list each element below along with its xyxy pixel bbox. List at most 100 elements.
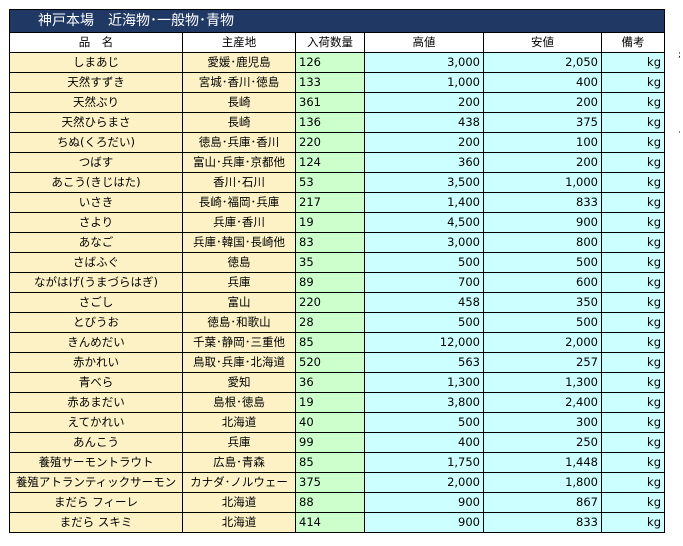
cell-origin: カナダ･ノルウェー (182, 472, 296, 493)
cell-name: あなご (9, 232, 183, 253)
cell-name: 赤かれい (9, 352, 183, 373)
cell-high: 3,500 (364, 172, 484, 193)
cell-high: 563 (364, 352, 484, 373)
table-row: まだら スキミ 北海道 414 900 833 kg (9, 512, 665, 533)
cell-low: 833 (483, 512, 602, 533)
cell-origin: 兵庫･韓国･長崎他 (182, 232, 296, 253)
cell-high: 3,800 (364, 392, 484, 413)
cell-name: ながはげ(うまづらはぎ) (9, 272, 183, 293)
cell-origin: 北海道 (182, 512, 296, 533)
cell-qty: 89 (295, 272, 365, 293)
cell-name: あこう(きじはた) (9, 172, 183, 193)
cell-origin: 徳島 (182, 252, 296, 273)
cell-low: 833 (483, 192, 602, 213)
table-row: ながはげ(うまづらはぎ) 兵庫 89 700 600 kg (9, 272, 665, 293)
cell-unit: kg (601, 492, 665, 513)
cell-high: 400 (364, 432, 484, 453)
cell-high: 500 (364, 252, 484, 273)
cell-low: 2,050 (483, 52, 602, 73)
cell-low: 900 (483, 212, 602, 233)
cell-name: つばす (9, 152, 183, 173)
cell-origin: 徳島･兵庫･香川 (182, 132, 296, 153)
cell-name: 養殖アトランティックサーモン (9, 472, 183, 493)
table-row: あんこう 兵庫 99 400 250 kg (9, 432, 665, 453)
cell-high: 500 (364, 312, 484, 333)
cell-unit: kg (601, 152, 665, 173)
cell-unit: kg (601, 232, 665, 253)
table-row: あなご 兵庫･韓国･長崎他 83 3,000 800 kg (9, 232, 665, 253)
edge-mark-top: ; (678, 50, 682, 60)
cell-low: 200 (483, 92, 602, 113)
cell-high: 438 (364, 112, 484, 133)
cell-low: 375 (483, 112, 602, 133)
table-row: ちぬ(くろだい) 徳島･兵庫･香川 220 200 100 kg (9, 132, 665, 153)
table-row: 赤かれい 鳥取･兵庫･北海道 520 563 257 kg (9, 352, 665, 373)
cell-qty: 136 (295, 112, 365, 133)
cell-origin: 北海道 (182, 412, 296, 433)
table-row: あこう(きじはた) 香川･石川 53 3,500 1,000 kg (9, 172, 665, 193)
cell-low: 1,300 (483, 372, 602, 393)
cell-origin: 広島･青森 (182, 452, 296, 473)
cell-high: 360 (364, 152, 484, 173)
cell-unit: kg (601, 372, 665, 393)
cell-unit: kg (601, 392, 665, 413)
table-row: とびうお 徳島･和歌山 28 500 500 kg (9, 312, 665, 333)
price-table: 神戸本場 近海物･一般物･青物 品 名 主産地 入荷数量 高値 安値 備考 しま… (9, 9, 665, 533)
header-qty: 入荷数量 (295, 32, 365, 53)
cell-qty: 88 (295, 492, 365, 513)
cell-low: 1,000 (483, 172, 602, 193)
cell-low: 250 (483, 432, 602, 453)
cell-origin: 長崎 (182, 112, 296, 133)
cell-origin: 兵庫 (182, 432, 296, 453)
cell-qty: 85 (295, 452, 365, 473)
cell-low: 2,400 (483, 392, 602, 413)
table-row: まだら フィーレ 北海道 88 900 867 kg (9, 492, 665, 513)
cell-origin: 富山･兵庫･京都他 (182, 152, 296, 173)
cell-qty: 375 (295, 472, 365, 493)
cell-high: 3,000 (364, 232, 484, 253)
cell-qty: 220 (295, 292, 365, 313)
cell-origin: 北海道 (182, 492, 296, 513)
cell-name: まだら スキミ (9, 512, 183, 533)
cell-unit: kg (601, 132, 665, 153)
cell-unit: kg (601, 472, 665, 493)
cell-qty: 85 (295, 332, 365, 353)
cell-high: 1,400 (364, 192, 484, 213)
cell-origin: 愛媛･鹿児島 (182, 52, 296, 73)
cell-low: 350 (483, 292, 602, 313)
cell-name: 青べら (9, 372, 183, 393)
header-origin: 主産地 (182, 32, 296, 53)
cell-low: 867 (483, 492, 602, 513)
cell-origin: 鳥取･兵庫･北海道 (182, 352, 296, 373)
cell-name: しまあじ (9, 52, 183, 73)
cell-qty: 217 (295, 192, 365, 213)
cell-name: さより (9, 212, 183, 233)
cell-high: 3,000 (364, 52, 484, 73)
cell-name: 天然すずき (9, 72, 183, 93)
cell-qty: 28 (295, 312, 365, 333)
cell-high: 458 (364, 292, 484, 313)
cell-name: えてかれい (9, 412, 183, 433)
cell-low: 500 (483, 312, 602, 333)
cell-unit: kg (601, 92, 665, 113)
table-row: 天然ひらまさ 長崎 136 438 375 kg (9, 112, 665, 133)
cell-low: 500 (483, 252, 602, 273)
cell-qty: 220 (295, 132, 365, 153)
cell-low: 300 (483, 412, 602, 433)
cell-origin: 香川･石川 (182, 172, 296, 193)
cell-qty: 126 (295, 52, 365, 73)
cell-unit: kg (601, 352, 665, 373)
cell-high: 1,750 (364, 452, 484, 473)
table-row: えてかれい 北海道 40 500 300 kg (9, 412, 665, 433)
cell-unit: kg (601, 292, 665, 313)
cell-low: 800 (483, 232, 602, 253)
table-row: 赤あまだい 島根･徳島 19 3,800 2,400 kg (9, 392, 665, 413)
cell-qty: 35 (295, 252, 365, 273)
table-row: さごし 富山 220 458 350 kg (9, 292, 665, 313)
cell-qty: 133 (295, 72, 365, 93)
cell-unit: kg (601, 252, 665, 273)
header-row: 品 名 主産地 入荷数量 高値 安値 備考 (9, 32, 665, 53)
cell-name: 天然ひらまさ (9, 112, 183, 133)
header-note: 備考 (601, 32, 665, 53)
cell-origin: 長崎 (182, 92, 296, 113)
